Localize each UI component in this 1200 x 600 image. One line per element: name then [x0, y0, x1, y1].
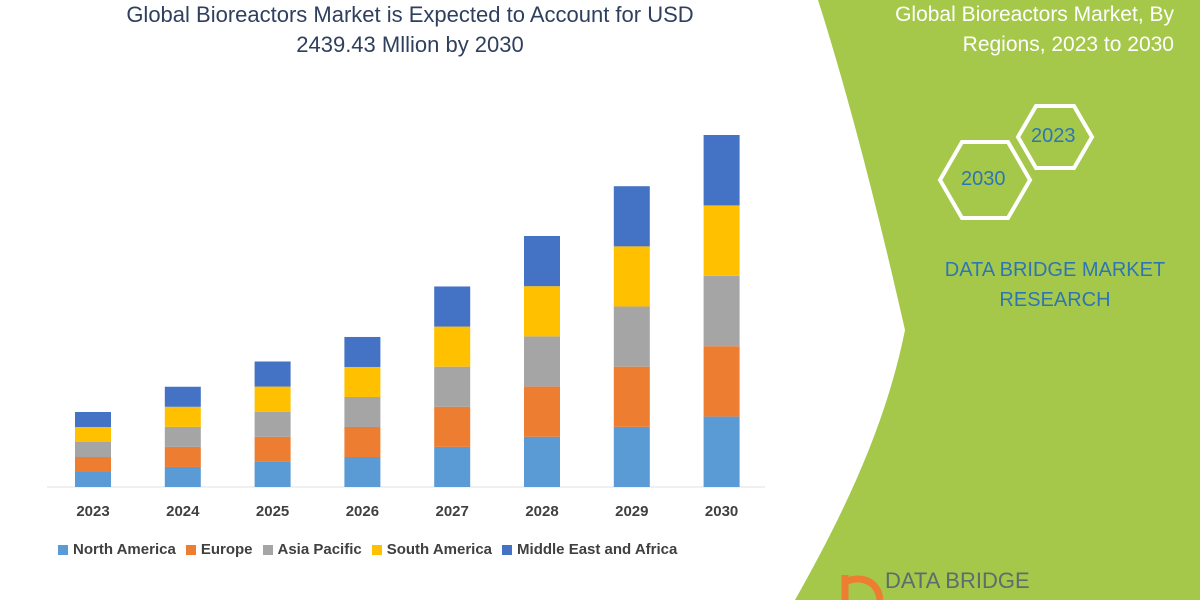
x-tick-label: 2029 [615, 503, 649, 520]
bar-2023-europe [75, 456, 111, 472]
title-line-1: Global Bioreactors Market is Expected to… [126, 2, 694, 27]
chart-title: Global Bioreactors Market is Expected to… [60, 0, 760, 60]
bar-2027-north-america [434, 446, 471, 487]
bar-2026-middle-east-and-africa [344, 336, 381, 367]
bar-2030-north-america [703, 416, 740, 487]
bar-2023-north-america [75, 471, 111, 487]
brand-line-1: DATA BRIDGE MARKET [944, 259, 1166, 281]
brand-text: DATA BRIDGE MARKET RESEARCH [915, 255, 1195, 315]
bar-2025-asia-pacific [254, 411, 291, 437]
legend-item: Europe [185, 541, 253, 558]
x-tick-label: 2030 [704, 503, 739, 520]
bar-2029-middle-east-and-africa [613, 186, 650, 247]
legend-swatch [185, 544, 196, 555]
bar-2028-europe [524, 386, 560, 437]
bar-2026-europe [344, 426, 381, 457]
hex-label-2023: 2023 [1031, 125, 1076, 147]
green-panel [795, 0, 1200, 600]
panel-title-line-1: Global Bioreactors Market, By [895, 3, 1174, 26]
bar-2028-north-america [524, 436, 560, 487]
panel-title: Global Bioreactors Market, By Regions, 2… [895, 0, 1174, 60]
bar-2026-asia-pacific [344, 396, 381, 427]
x-tick-label: 2023 [76, 503, 110, 520]
x-tick-label: 2024 [166, 503, 200, 520]
bar-2024-south-america [164, 406, 201, 427]
legend-swatch [371, 544, 382, 555]
legend-label: North America [73, 541, 176, 558]
bar-2027-asia-pacific [434, 366, 471, 407]
bar-2030-south-america [703, 205, 740, 276]
bar-2030-asia-pacific [703, 275, 740, 347]
legend-item: North America [58, 541, 176, 558]
bar-2029-south-america [613, 246, 650, 307]
title-line-2: 2439.43 Mllion by 2030 [296, 32, 524, 57]
x-tick-label: 2027 [435, 503, 469, 520]
bar-2030-europe [703, 346, 740, 417]
legend-item: Asia Pacific [262, 541, 362, 558]
bar-2025-europe [254, 436, 291, 462]
legend-swatch [58, 544, 68, 555]
legend-label: Europe [200, 541, 253, 558]
bar-2027-middle-east-and-africa [434, 286, 471, 327]
bar-2025-south-america [254, 386, 291, 412]
bar-2024-asia-pacific [164, 426, 201, 447]
hexagon-2023 [1015, 104, 1095, 170]
hexagon-2030 [937, 140, 1033, 220]
bar-2024-north-america [164, 466, 201, 487]
x-tick-label: 2026 [345, 503, 380, 520]
logo-icon [841, 575, 884, 600]
legend-item: South America [371, 541, 493, 558]
bar-2027-south-america [434, 326, 471, 367]
bar-2025-middle-east-and-africa [254, 361, 291, 387]
bar-2023-asia-pacific [75, 441, 111, 457]
bar-2029-asia-pacific [613, 306, 650, 367]
bars [75, 135, 740, 487]
legend-swatch [502, 544, 513, 555]
bar-2029-north-america [613, 426, 650, 487]
bar-2028-middle-east-and-africa [524, 235, 560, 287]
bar-2028-asia-pacific [524, 336, 560, 387]
bar-2027-europe [434, 406, 471, 447]
legend: North America Europe Asia Pacific South Ame… [58, 541, 677, 558]
legend-swatch [262, 544, 273, 555]
legend-label: Asia Pacific [277, 541, 362, 558]
bar-2030-middle-east-and-africa [703, 135, 740, 206]
bar-2025-north-america [254, 461, 291, 487]
bar-2024-europe [164, 446, 201, 467]
hex-label-2030: 2030 [961, 168, 1006, 190]
brand-line-2: RESEARCH [999, 289, 1111, 311]
x-tick-label: 2025 [255, 503, 290, 520]
logo-text: DATA BRIDGE [885, 568, 1030, 593]
legend-label: Middle East and Africa [517, 541, 678, 558]
bar-2028-south-america [524, 286, 560, 337]
bar-2024-middle-east-and-africa [164, 386, 201, 407]
bar-2029-europe [613, 366, 650, 427]
bar-2026-north-america [344, 456, 381, 487]
panel-title-line-2: Regions, 2023 to 2030 [962, 33, 1174, 56]
x-tick-label: 2028 [525, 503, 559, 520]
legend-item: Middle East and Africa [502, 541, 677, 558]
bar-2023-south-america [75, 426, 111, 442]
bar-2026-south-america [344, 366, 381, 397]
legend-label: South America [386, 541, 493, 558]
bar-2023-middle-east-and-africa [75, 411, 111, 427]
